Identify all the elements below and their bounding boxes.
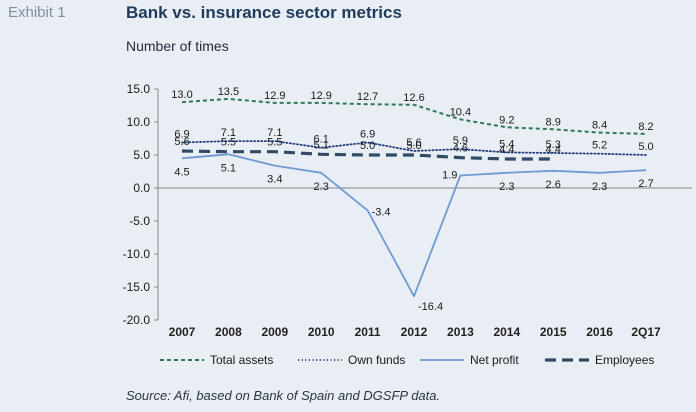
legend-label-total-assets: Total assets	[210, 353, 273, 367]
data-label-employees: 5.0	[360, 140, 375, 152]
data-label-total-assets: 12.6	[403, 92, 424, 104]
source-note: Source: Afi, based on Bank of Spain and …	[126, 388, 441, 403]
x-tick-label: 2007	[169, 325, 196, 339]
data-label-total-assets: 10.4	[450, 106, 471, 118]
data-label-employees: 5.1	[314, 139, 329, 151]
y-tick-label: -10.0	[123, 247, 151, 261]
x-tick-label: 2010	[308, 325, 335, 339]
data-label-own-funds: 5.3	[546, 139, 561, 151]
data-label-employees: 4.4	[546, 144, 561, 156]
data-label-employees: 5.5	[267, 137, 282, 149]
data-label-total-assets: 8.4	[592, 120, 607, 132]
data-label-own-funds: 5.6	[406, 137, 421, 149]
y-tick-label: -20.0	[123, 313, 151, 327]
x-tick-label: 2Q17	[631, 325, 661, 339]
data-label-net-profit: 1.9	[442, 169, 457, 181]
exhibit-label: Exhibit 1	[8, 4, 66, 21]
x-tick-label: 2008	[215, 325, 242, 339]
data-label-own-funds: 5.0	[638, 141, 653, 153]
data-label-net-profit: 2.6	[546, 179, 561, 191]
x-tick-label: 2016	[586, 325, 613, 339]
data-label-total-assets: 13.0	[171, 89, 192, 101]
series-line-net-profit	[181, 153, 647, 298]
y-tick-label: 10.0	[127, 115, 151, 129]
data-label-net-profit: 2.3	[314, 181, 329, 193]
chart-title: Bank vs. insurance sector metrics	[126, 3, 402, 22]
data-label-total-assets: 12.7	[357, 91, 378, 103]
data-label-total-assets: 8.2	[638, 121, 653, 133]
x-tick-label: 2015	[540, 325, 567, 339]
data-label-total-assets: 13.5	[218, 86, 239, 98]
data-label-own-funds: 6.9	[360, 128, 375, 140]
data-label-net-profit: 2.3	[499, 181, 514, 193]
data-label-total-assets: 8.9	[546, 116, 561, 128]
data-label-employees: 5.0	[406, 140, 421, 152]
y-tick-label: -15.0	[123, 280, 151, 294]
data-label-employees: 5.5	[221, 137, 236, 149]
x-tick-label: 2014	[493, 325, 520, 339]
x-tick-label: 2011	[355, 325, 381, 339]
data-label-own-funds: 7.1	[221, 127, 236, 139]
chart-subtitle: Number of times	[126, 38, 229, 54]
x-tick-label: 2012	[401, 325, 428, 339]
data-label-net-profit: 5.1	[221, 162, 236, 174]
data-label-employees: 4.4	[499, 144, 514, 156]
series-line-total-assets	[181, 97, 647, 135]
series-line-own-funds	[181, 140, 647, 156]
legend-label-employees: Employees	[595, 353, 654, 367]
data-label-own-funds: 6.1	[314, 134, 329, 146]
data-label-employees: 5.6	[174, 136, 189, 148]
data-label-total-assets: 9.2	[499, 114, 514, 126]
y-tick-label: 15.0	[127, 82, 151, 96]
data-label-net-profit: 2.3	[592, 181, 607, 193]
y-tick-label: 5.0	[133, 148, 150, 162]
data-label-net-profit: 2.7	[638, 178, 653, 190]
data-label-net-profit: -16.4	[418, 301, 443, 313]
y-tick-label: 0.0	[133, 181, 150, 195]
data-label-net-profit: 4.5	[174, 166, 189, 178]
data-label-own-funds: 7.1	[267, 127, 282, 139]
legend-label-own-funds: Own funds	[348, 353, 405, 367]
legend-label-net-profit: Net profit	[470, 353, 519, 367]
series-line-employees	[181, 149, 554, 161]
data-label-own-funds: 5.9	[453, 135, 468, 147]
data-label-total-assets: 12.9	[264, 90, 285, 102]
data-label-net-profit: -3.4	[372, 206, 391, 218]
data-label-employees: 4.6	[453, 143, 468, 155]
x-tick-label: 2009	[261, 325, 288, 339]
data-label-net-profit: 3.4	[267, 174, 282, 186]
y-tick-label: -5.0	[129, 214, 150, 228]
data-label-total-assets: 12.9	[310, 90, 331, 102]
data-label-own-funds: 6.9	[174, 128, 189, 140]
data-label-own-funds: 5.4	[499, 138, 514, 150]
x-tick-label: 2013	[447, 325, 474, 339]
data-label-own-funds: 5.2	[592, 140, 607, 152]
